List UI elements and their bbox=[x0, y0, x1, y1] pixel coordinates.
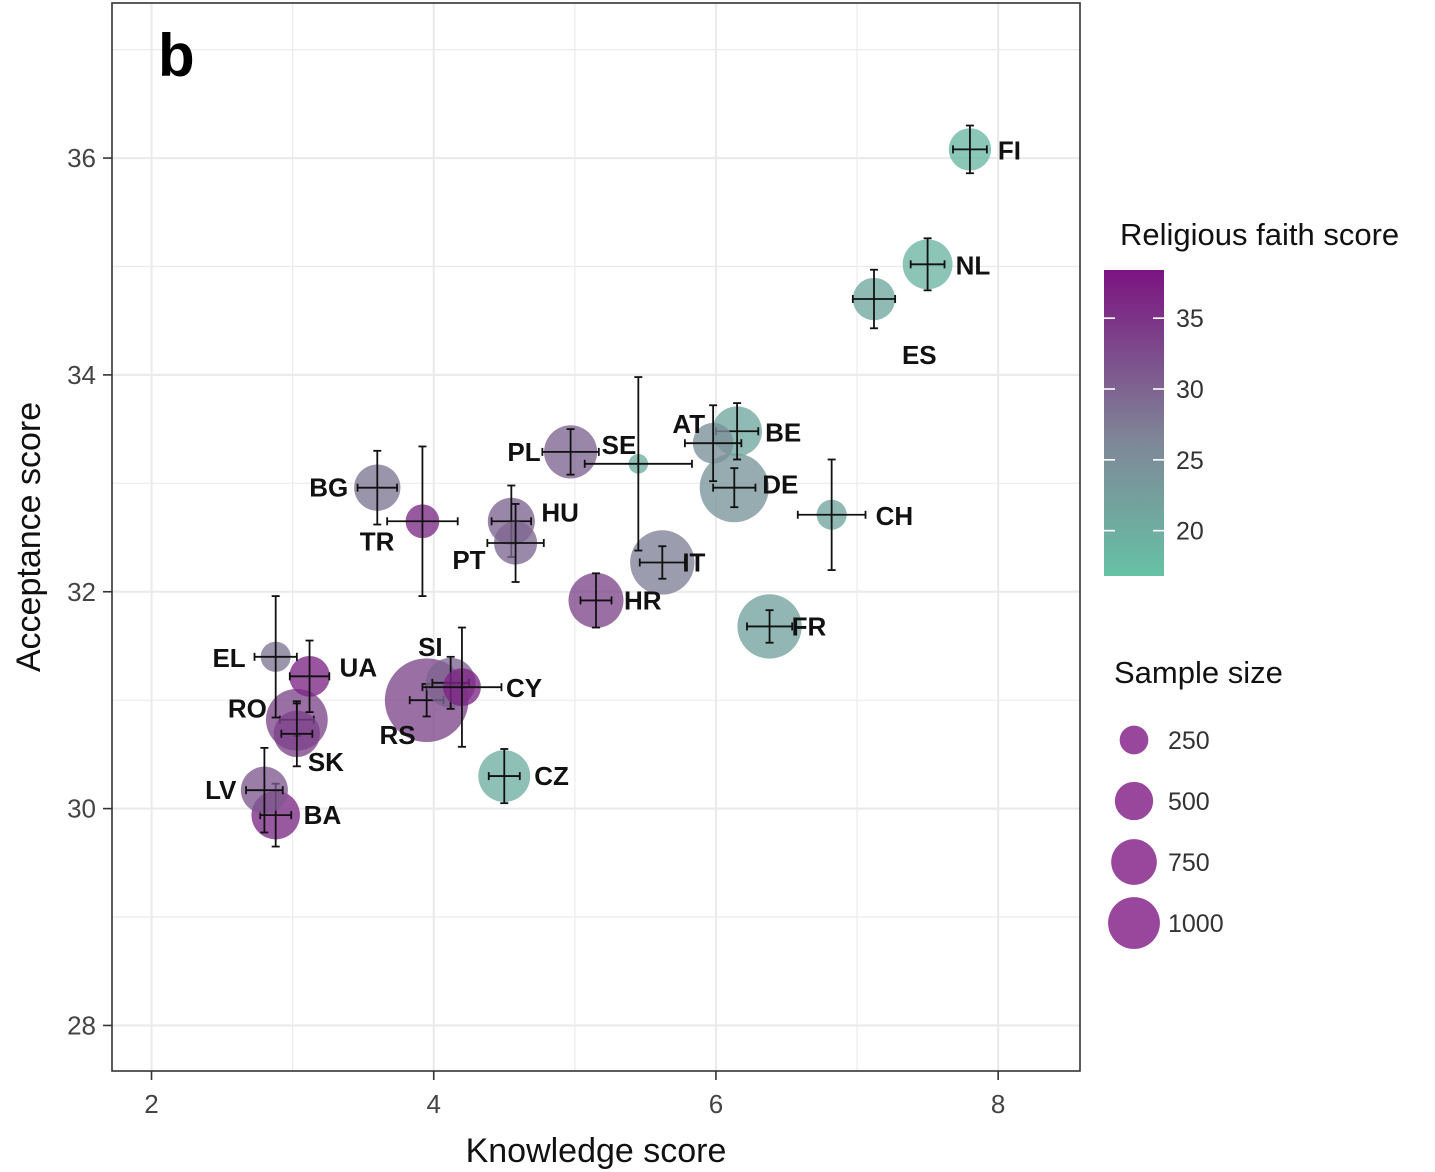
data-point bbox=[796, 458, 867, 571]
country-label: TR bbox=[360, 526, 395, 556]
data-point bbox=[478, 748, 531, 805]
data-point bbox=[253, 595, 298, 719]
color-legend-label: 25 bbox=[1176, 447, 1204, 475]
size-legend-label: 1000 bbox=[1168, 910, 1224, 938]
x-axis-title: Knowledge score bbox=[466, 1132, 727, 1170]
country-label: ES bbox=[902, 340, 937, 370]
data-point bbox=[699, 453, 769, 523]
country-label: RS bbox=[380, 720, 416, 750]
data-point bbox=[948, 124, 992, 175]
country-label: AT bbox=[672, 409, 705, 439]
panel-letter: b bbox=[158, 22, 195, 89]
country-label: CY bbox=[506, 673, 542, 703]
color-legend-ticks: 20 25 30 35 bbox=[1104, 305, 1204, 546]
color-legend-label: 30 bbox=[1176, 376, 1204, 404]
country-label: HR bbox=[624, 585, 662, 615]
color-legend-label: 20 bbox=[1176, 518, 1204, 546]
size-legend: Sample size 250 500 750 1000 bbox=[1108, 655, 1283, 949]
color-legend-bar bbox=[1104, 270, 1164, 576]
country-label: HU bbox=[541, 497, 579, 527]
y-tick-label: 28 bbox=[67, 1010, 96, 1040]
country-label: CH bbox=[876, 501, 914, 531]
country-label: FR bbox=[792, 611, 827, 641]
country-label: RO bbox=[228, 694, 267, 724]
data-point bbox=[386, 445, 459, 597]
data-point bbox=[354, 449, 401, 526]
y-tick-label: 30 bbox=[67, 794, 96, 824]
country-label: IT bbox=[682, 547, 705, 577]
x-tick-label: 6 bbox=[709, 1089, 723, 1119]
country-label: NL bbox=[956, 250, 991, 280]
data-point bbox=[421, 626, 503, 748]
y-tick-label: 36 bbox=[67, 143, 96, 173]
x-tick-label: 4 bbox=[426, 1089, 440, 1119]
y-axis-title: Acceptance score bbox=[10, 402, 48, 672]
country-label: PL bbox=[507, 437, 540, 467]
size-legend-title: Sample size bbox=[1114, 655, 1283, 690]
country-label: LV bbox=[205, 775, 237, 805]
country-label: CZ bbox=[534, 761, 569, 791]
size-legend-label: 750 bbox=[1168, 849, 1210, 877]
data-point bbox=[737, 594, 802, 659]
data-point bbox=[683, 404, 743, 483]
size-legend-bubble bbox=[1119, 725, 1149, 755]
country-label: DE bbox=[762, 470, 798, 500]
country-label: PT bbox=[452, 545, 485, 575]
country-label: BA bbox=[304, 800, 342, 830]
size-legend-keys: 250 500 750 1000 bbox=[1108, 725, 1224, 949]
country-label: FI bbox=[998, 135, 1021, 165]
size-legend-bubble bbox=[1108, 897, 1160, 949]
country-label: UA bbox=[340, 652, 378, 682]
data-point bbox=[630, 530, 695, 595]
color-legend-title: Religious faith score bbox=[1120, 217, 1399, 252]
axes: 2 4 6 8 28 30 32 34 36 bbox=[67, 143, 1005, 1119]
size-legend-label: 500 bbox=[1168, 788, 1210, 816]
size-legend-bubble bbox=[1114, 781, 1154, 821]
country-label: BG bbox=[309, 473, 348, 503]
size-legend-label: 250 bbox=[1168, 727, 1210, 755]
data-point bbox=[273, 700, 321, 768]
plot-panel-background bbox=[112, 3, 1080, 1071]
color-legend-label: 35 bbox=[1176, 305, 1204, 333]
data-point bbox=[851, 268, 897, 330]
data-points: FI NL ES AT BE DE SE PL CH IT HR FR BG TR HU PT EL UA SI CY… bbox=[205, 124, 1021, 848]
data-point bbox=[902, 237, 953, 292]
country-label: SI bbox=[418, 632, 443, 662]
x-tick-label: 2 bbox=[144, 1089, 158, 1119]
data-point bbox=[288, 639, 331, 714]
data-point bbox=[486, 503, 545, 583]
color-legend: Religious faith score 20 25 30 35 bbox=[1104, 217, 1399, 576]
country-label: EL bbox=[212, 643, 245, 673]
data-point bbox=[240, 746, 288, 834]
y-tick-label: 32 bbox=[67, 577, 96, 607]
country-label: SE bbox=[602, 430, 637, 460]
size-legend-bubble bbox=[1111, 839, 1157, 885]
country-label: BE bbox=[765, 417, 801, 447]
data-point bbox=[583, 376, 693, 552]
x-tick-label: 8 bbox=[991, 1089, 1005, 1119]
plot-panel-border bbox=[111, 2, 1081, 1072]
data-point bbox=[568, 572, 624, 629]
country-label: SK bbox=[308, 747, 344, 777]
y-tick-label: 34 bbox=[67, 360, 96, 390]
